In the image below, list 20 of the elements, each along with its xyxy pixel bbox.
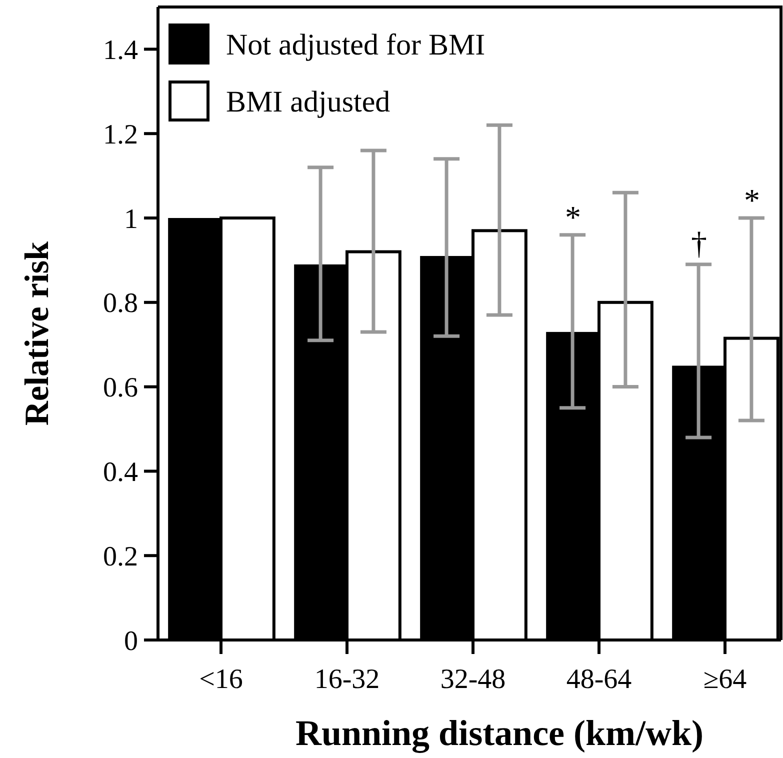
y-tick-label: 1.4 (103, 35, 138, 66)
legend-label: Not adjusted for BMI (226, 28, 486, 62)
x-tick-label: 48-64 (566, 664, 632, 695)
y-tick-label: 0.2 (103, 541, 138, 572)
annotation: † (691, 225, 707, 261)
y-tick-label: 0.6 (103, 372, 138, 404)
y-tick-label: 1.2 (103, 119, 138, 150)
x-tick-label: 16-32 (314, 664, 380, 695)
legend-label: BMI adjusted (226, 86, 390, 118)
y-axis-title: Relative risk (19, 241, 56, 426)
y-tick-label: 1 (124, 204, 138, 235)
x-tick-label: ≥64 (703, 664, 747, 695)
y-tick-label: 0.4 (103, 457, 138, 488)
x-tick-label: 32-48 (440, 664, 506, 695)
y-tick-label: 0.8 (103, 288, 138, 320)
x-tick-label: <16 (199, 664, 243, 695)
x-axis-title: Running distance (km/wk) (295, 713, 704, 753)
annotation: * (565, 199, 581, 235)
y-tick-label: 0 (124, 626, 138, 657)
annotation: * (744, 182, 760, 218)
